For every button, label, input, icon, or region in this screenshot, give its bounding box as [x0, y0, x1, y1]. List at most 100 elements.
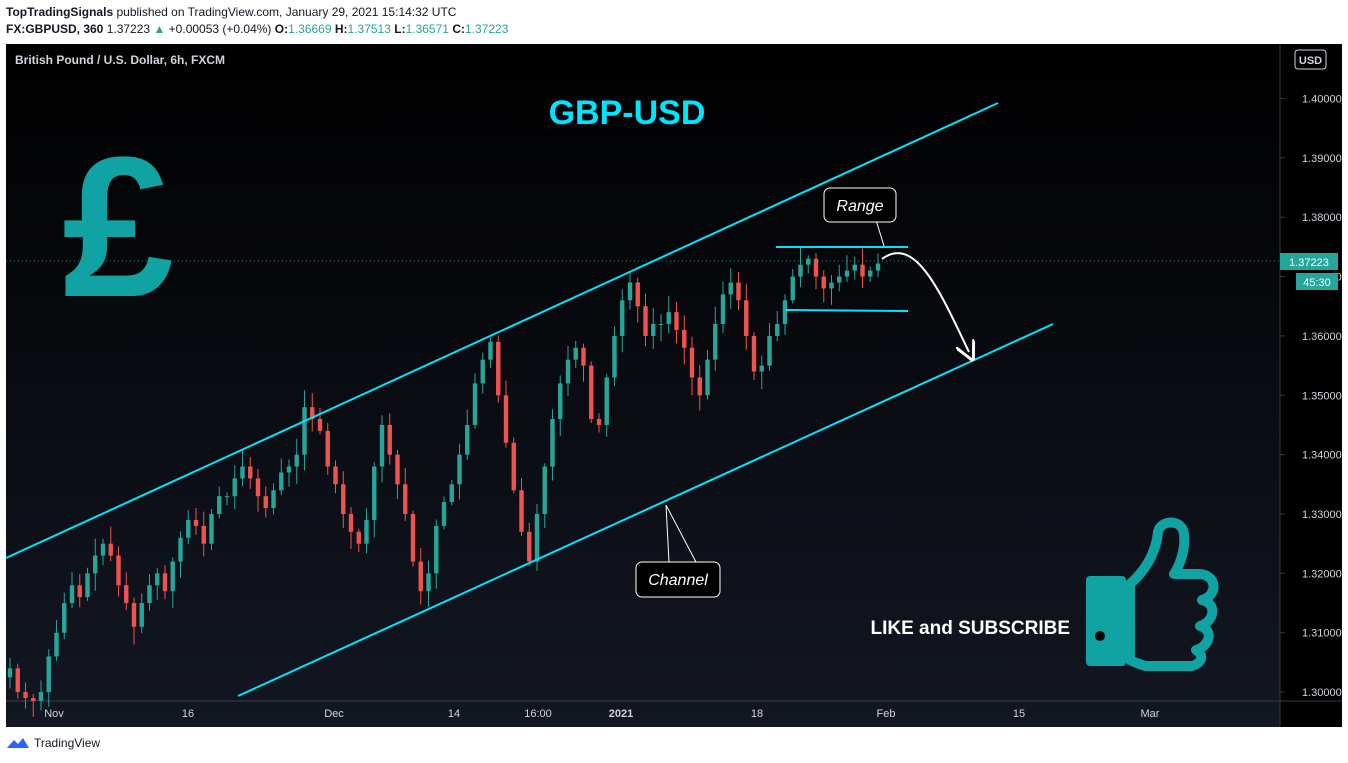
- candle-body[interactable]: [139, 603, 144, 627]
- candle-body[interactable]: [77, 585, 82, 598]
- candle-body[interactable]: [170, 561, 175, 592]
- candle-body[interactable]: [674, 312, 679, 330]
- candle-body[interactable]: [744, 300, 749, 336]
- candle-body[interactable]: [666, 312, 671, 325]
- candle-body[interactable]: [449, 484, 454, 503]
- candle-body[interactable]: [534, 514, 540, 562]
- candle-body[interactable]: [457, 454, 462, 485]
- candle-body[interactable]: [550, 419, 555, 467]
- candle-body[interactable]: [341, 484, 346, 515]
- candle-body[interactable]: [279, 472, 284, 491]
- candle-body[interactable]: [798, 264, 803, 277]
- candle-body[interactable]: [852, 264, 857, 271]
- candle-body[interactable]: [224, 496, 230, 498]
- chart-pane[interactable]: British Pound / U.S. Dollar, 6h, FXCM US…: [5, 44, 1342, 727]
- candle-body[interactable]: [317, 419, 323, 431]
- candle-body[interactable]: [131, 603, 137, 627]
- candle-body[interactable]: [860, 264, 865, 277]
- candle-body[interactable]: [356, 531, 361, 544]
- candle-body[interactable]: [480, 359, 485, 384]
- candle-body[interactable]: [821, 276, 826, 289]
- candle-body[interactable]: [325, 430, 330, 467]
- candle-body[interactable]: [240, 466, 245, 479]
- candle-body[interactable]: [790, 276, 795, 301]
- candle-body[interactable]: [713, 324, 718, 360]
- candle-body[interactable]: [302, 407, 307, 455]
- candle-body[interactable]: [488, 341, 493, 360]
- candle-body[interactable]: [542, 466, 547, 515]
- candle-body[interactable]: [100, 543, 106, 556]
- candle-body[interactable]: [565, 359, 571, 384]
- range-callout[interactable]: Range: [823, 187, 897, 247]
- candle-body[interactable]: [643, 306, 648, 336]
- channel-callout[interactable]: Channel: [635, 504, 721, 598]
- last-price-marker[interactable]: 1.37223 45:30: [6, 253, 1338, 290]
- candle-body[interactable]: [705, 359, 710, 396]
- candle-body[interactable]: [620, 300, 625, 336]
- candle-body[interactable]: [775, 324, 780, 336]
- channel-lower-line[interactable]: [237, 323, 1054, 697]
- candle-body[interactable]: [658, 324, 664, 326]
- candle-body[interactable]: [348, 514, 354, 532]
- currency-badge[interactable]: USD: [1294, 49, 1327, 70]
- candle-body[interactable]: [496, 341, 501, 396]
- footer[interactable]: TradingView: [6, 736, 100, 750]
- candle-body[interactable]: [387, 424, 392, 455]
- candle-body[interactable]: [465, 424, 470, 455]
- candle-body[interactable]: [85, 573, 90, 598]
- candle-body[interactable]: [829, 282, 834, 289]
- candle-body[interactable]: [162, 573, 168, 592]
- candle-body[interactable]: [806, 258, 811, 265]
- candle-body[interactable]: [612, 335, 617, 378]
- candle-body[interactable]: [782, 300, 788, 325]
- candle-body[interactable]: [333, 466, 338, 485]
- candle-body[interactable]: [372, 466, 377, 520]
- candle-body[interactable]: [62, 603, 67, 633]
- candle-body[interactable]: [7, 668, 13, 678]
- candle-body[interactable]: [697, 377, 702, 396]
- author-name[interactable]: TopTradingSignals: [6, 5, 114, 19]
- candle-body[interactable]: [426, 573, 431, 592]
- candle-body[interactable]: [581, 347, 586, 366]
- candle-body[interactable]: [294, 454, 299, 467]
- candle-body[interactable]: [720, 294, 726, 325]
- candle-body[interactable]: [503, 395, 509, 443]
- candle-body[interactable]: [255, 478, 261, 497]
- candle-body[interactable]: [379, 424, 385, 467]
- candle-body[interactable]: [147, 585, 152, 604]
- channel-upper-line[interactable]: [5, 102, 999, 559]
- candle-body[interactable]: [310, 407, 315, 420]
- candle-body[interactable]: [116, 555, 121, 586]
- candle-body[interactable]: [178, 537, 183, 562]
- candle-body[interactable]: [124, 585, 129, 604]
- candle-body[interactable]: [395, 454, 400, 485]
- candle-body[interactable]: [263, 496, 268, 509]
- candle-body[interactable]: [286, 466, 292, 473]
- candle-body[interactable]: [209, 514, 214, 544]
- candle-body[interactable]: [527, 531, 532, 562]
- candle-body[interactable]: [410, 514, 416, 562]
- candle-body[interactable]: [596, 419, 602, 425]
- candle-body[interactable]: [434, 525, 439, 574]
- candle-body[interactable]: [108, 543, 113, 556]
- candle-body[interactable]: [31, 698, 36, 701]
- candle-body[interactable]: [511, 442, 516, 491]
- candle-body[interactable]: [651, 324, 656, 336]
- candle-body[interactable]: [868, 270, 873, 277]
- candle-body[interactable]: [728, 282, 733, 295]
- candle-body[interactable]: [46, 656, 51, 693]
- candle-body[interactable]: [201, 525, 206, 544]
- candle-body[interactable]: [627, 282, 633, 301]
- candle-body[interactable]: [875, 263, 881, 271]
- candle-body[interactable]: [837, 276, 842, 283]
- range-bottom-line[interactable]: [785, 309, 909, 312]
- candle-body[interactable]: [689, 347, 695, 378]
- candle-body[interactable]: [573, 347, 578, 360]
- candle-body[interactable]: [54, 632, 59, 657]
- candle-body[interactable]: [69, 585, 75, 604]
- candle-body[interactable]: [813, 258, 819, 277]
- candle-body[interactable]: [472, 383, 478, 425]
- candle-body[interactable]: [589, 365, 594, 420]
- candle-body[interactable]: [604, 377, 609, 425]
- candle-body[interactable]: [751, 335, 757, 372]
